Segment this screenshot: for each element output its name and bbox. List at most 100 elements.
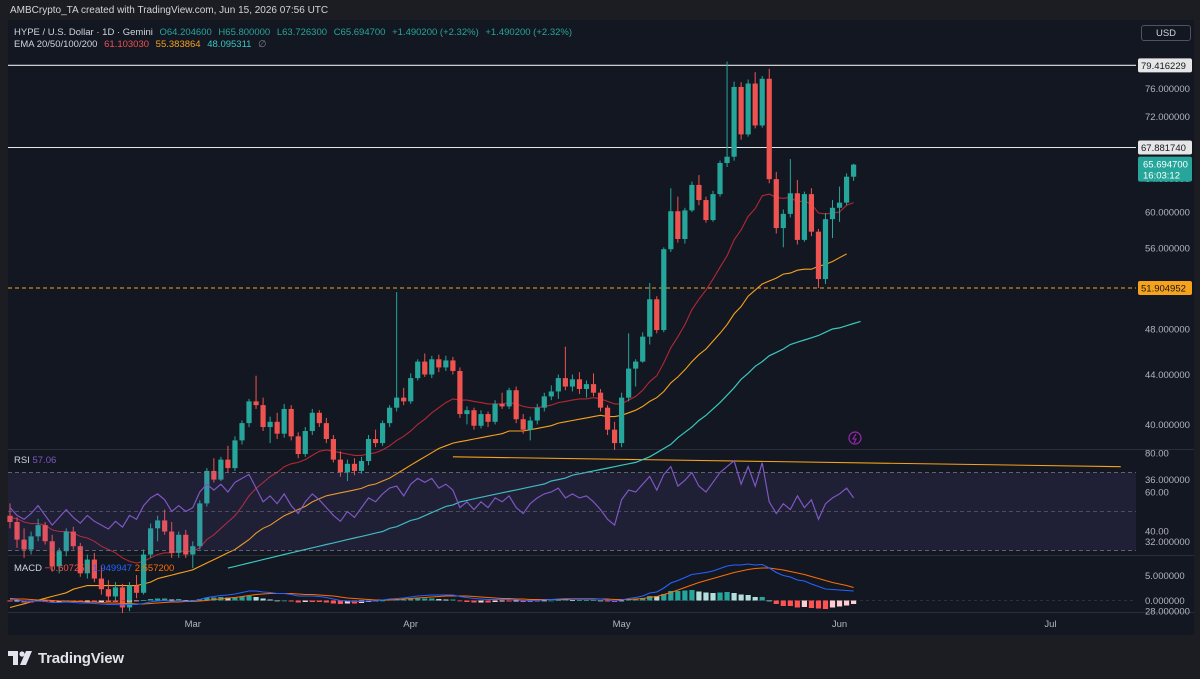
candle-body [422, 361, 428, 375]
price-tick-label: 32.000000 [1145, 537, 1190, 548]
macd-histogram-bar [155, 598, 161, 601]
macd-histogram-bar [239, 596, 245, 601]
candle-body [330, 439, 336, 460]
macd-histogram-bar [682, 590, 688, 601]
candle-body [218, 459, 224, 480]
macd-histogram-bar [647, 596, 653, 601]
price-tick-label: 56.000000 [1145, 244, 1190, 255]
macd-histogram-bar [246, 596, 252, 601]
candle-body [731, 86, 737, 157]
macd-histogram-bar [267, 599, 273, 601]
candle-body [246, 401, 252, 424]
macd-histogram-bar [183, 600, 189, 601]
trendline [452, 456, 1121, 468]
macd-histogram-bar [408, 599, 414, 601]
candle-body [647, 299, 653, 337]
candle-body [815, 231, 822, 280]
candle-body [738, 86, 744, 135]
candle-body [49, 541, 55, 567]
ema20-value: 61.103030 [104, 39, 150, 50]
candle-body [204, 470, 210, 504]
macd-histogram-bar [689, 590, 695, 601]
candle-body [654, 299, 660, 331]
candle-body [351, 463, 358, 471]
macd-histogram-bar [98, 600, 104, 602]
macd-histogram-bar [253, 597, 259, 601]
candle-body [295, 436, 301, 455]
candle-body [640, 336, 646, 362]
countdown-label: 16:03:12 [1143, 171, 1180, 182]
macd-histogram-bar [654, 596, 660, 601]
price-tick-label: 40.000000 [1145, 420, 1190, 431]
candle-body [408, 378, 414, 402]
macd-histogram-bar [731, 593, 737, 601]
ema-label: EMA 20/50/100/200 [14, 39, 98, 50]
symbol-legend: HYPE / U.S. Dollar · 1D · Gemini O64.204… [14, 27, 576, 38]
candle-body [506, 390, 512, 407]
candle-body [752, 83, 758, 126]
candle-body [499, 403, 505, 407]
macd-histogram-bar [590, 600, 597, 601]
ema-lines [9, 193, 861, 609]
candle-body [14, 521, 20, 540]
change-value: +1.490200 (+2.32%) [392, 27, 479, 38]
candle-body [253, 401, 259, 406]
candle-body [415, 361, 421, 379]
macd-histogram-bar [696, 591, 702, 601]
macd-histogram-bar [485, 600, 491, 603]
candle-body [492, 403, 498, 422]
macd-histogram-bar [302, 600, 308, 602]
time-axis: Mar Apr May Jun Jul [185, 619, 1057, 630]
time-tick-label: Apr [403, 619, 418, 630]
macd-histogram-bar [555, 600, 561, 601]
candle-body [689, 184, 695, 211]
ema50-line [9, 253, 847, 609]
ohlc-open: O64.204600 [159, 27, 212, 38]
candle-body [358, 461, 365, 471]
candle-body [337, 459, 344, 473]
macd-histogram-bar [443, 599, 449, 601]
macd-histogram-bar [661, 594, 667, 601]
macd-histogram-bar [316, 600, 322, 602]
candle-body [112, 587, 119, 597]
macd-line-value: 1.949947 [92, 563, 133, 574]
macd-histogram-bar [640, 598, 646, 601]
currency-button[interactable]: USD [1141, 25, 1191, 41]
candle-body [21, 539, 27, 550]
candle-body [119, 587, 126, 608]
macd-histogram-bar [7, 600, 13, 602]
macd-histogram-bar [112, 600, 119, 602]
candle-body [710, 194, 716, 221]
resistance-price-tag [1138, 58, 1192, 73]
macd-legend: MACD −0.607253 1.949947 2.557200 [14, 563, 174, 574]
candle-body [829, 207, 836, 220]
candle-body [105, 589, 112, 597]
chart-area[interactable] [8, 20, 1194, 635]
candle-body [344, 463, 351, 473]
macd-histogram-bar [49, 600, 55, 603]
candle-body [429, 359, 435, 375]
candle-body [401, 397, 407, 402]
macd-histogram-bar [337, 600, 344, 604]
macd-histogram-bar [429, 598, 435, 601]
alert-icon-bolt [852, 433, 857, 444]
candle-body [794, 193, 800, 240]
macd-histogram-bar [604, 600, 611, 602]
candle-body [541, 396, 547, 408]
macd-histogram-bar [619, 600, 625, 602]
macd-histogram-bar [822, 600, 829, 609]
candle-body [77, 546, 83, 574]
macd-histogram-bar [513, 600, 519, 602]
candle-body [450, 360, 456, 371]
candle-body [548, 391, 554, 397]
candle-body [604, 407, 611, 430]
tradingview-branding[interactable]: TradingView [8, 648, 124, 668]
candle-body [766, 78, 772, 180]
candle-body [176, 534, 182, 553]
macd-histogram-bar [133, 600, 140, 602]
macd-histogram-bar [471, 600, 477, 603]
macd-histogram-bar [204, 597, 210, 601]
macd-histogram-bar [710, 593, 716, 601]
candle-body [696, 184, 702, 201]
